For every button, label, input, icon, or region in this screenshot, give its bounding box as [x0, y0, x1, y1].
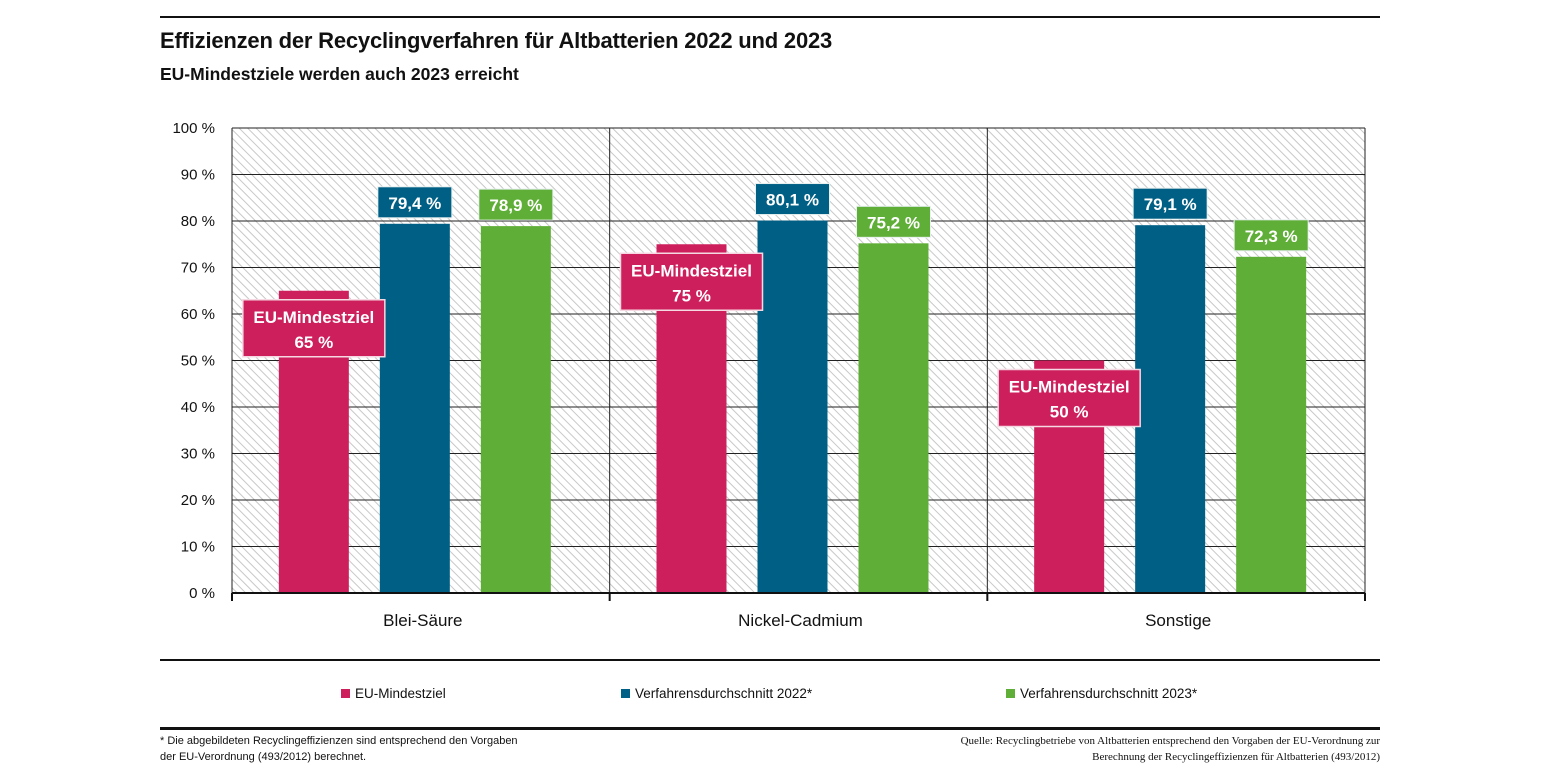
y-tick-label: 10 % [181, 539, 215, 556]
value-label: 79,4 % [388, 194, 441, 213]
eu-target-label: EU-Mindestziel [1009, 378, 1130, 397]
y-tick-label: 0 % [189, 585, 215, 602]
y-tick-label: 80 % [181, 213, 215, 230]
footnote: * Die abgebildeten Recyclingeffizienzen … [160, 733, 518, 765]
y-tick-label: 70 % [181, 260, 215, 277]
value-label: 75,2 % [867, 213, 920, 232]
bar [1135, 225, 1206, 593]
value-label: 72,3 % [1245, 227, 1298, 246]
eu-target-label: 75 % [672, 286, 711, 305]
value-label-box [1132, 187, 1208, 220]
bar [757, 220, 828, 593]
value-label-box [1233, 219, 1309, 252]
x-tick-label: Sonstige [1145, 611, 1211, 630]
y-tick-label: 30 % [181, 446, 215, 463]
eu-target-label: 65 % [294, 333, 333, 352]
legend-item-avg-2023: Verfahrensdurchschnitt 2023* [1006, 686, 1197, 701]
bar [480, 226, 551, 594]
value-label: 78,9 % [489, 196, 542, 215]
value-label-box [478, 188, 554, 221]
value-label-box [377, 186, 453, 219]
y-tick-label: 100 % [172, 120, 215, 137]
chart-subtitle: EU-Mindestziele werden auch 2023 erreich… [160, 64, 519, 84]
chart-title: Effizienzen der Recyclingverfahren für A… [160, 28, 833, 53]
legend-label: Verfahrensdurchschnitt 2022* [635, 686, 813, 701]
top-rule [160, 16, 1380, 18]
eu-target-label-box [242, 299, 386, 358]
legend-top-rule [160, 659, 1380, 661]
legend-item-eu-target: EU-Mindestziel [341, 686, 446, 701]
value-label-box [856, 205, 931, 238]
legend-label: Verfahrensdurchschnitt 2023* [1020, 686, 1198, 701]
value-label-box [755, 183, 830, 216]
eu-target-label: EU-Mindestziel [253, 308, 374, 327]
source-note: Quelle: Recyclingbetriebe von Altbatteri… [961, 733, 1380, 765]
y-tick-label: 90 % [181, 167, 215, 184]
y-tick-label: 20 % [181, 492, 215, 509]
legend-label: EU-Mindestziel [355, 686, 446, 701]
eu-target-label: 50 % [1050, 403, 1089, 422]
bar [1236, 256, 1307, 593]
source-line-1: Quelle: Recyclingbetriebe von Altbatteri… [960, 735, 1380, 747]
footnote-line-2: der EU-Verordnung (493/2012) berechnet. [160, 751, 367, 763]
y-tick-label: 50 % [181, 353, 215, 370]
eu-target-label: EU-Mindestziel [631, 261, 752, 280]
legend-item-avg-2022: Verfahrensdurchschnitt 2022* [621, 686, 812, 701]
bar-chart: 0 % 10 % 20 % 30 % 40 % 50 % 60 % 70 % 80 % 90 % 1… [172, 120, 1366, 630]
x-tick-label: Blei-Säure [383, 611, 462, 630]
legend-swatch-eu-target [341, 689, 350, 698]
value-label: 80,1 % [766, 191, 819, 210]
y-tick-label: 60 % [181, 306, 215, 323]
legend-swatch-avg-2023 [1006, 689, 1015, 698]
eu-target-label-box [619, 252, 764, 311]
footnote-line-1: * Die abgebildeten Recyclingeffizienzen … [160, 735, 518, 747]
footer-rule [160, 727, 1380, 730]
legend-swatch-avg-2022 [621, 689, 630, 698]
eu-target-label-box [997, 368, 1141, 428]
y-tick-label: 40 % [181, 399, 215, 416]
bar [858, 243, 929, 593]
bar [379, 223, 450, 594]
x-tick-label: Nickel-Cadmium [738, 611, 863, 630]
source-line-2: Berechnung der Recyclingeffizienzen für … [1092, 751, 1380, 763]
value-label: 79,1 % [1144, 195, 1197, 214]
